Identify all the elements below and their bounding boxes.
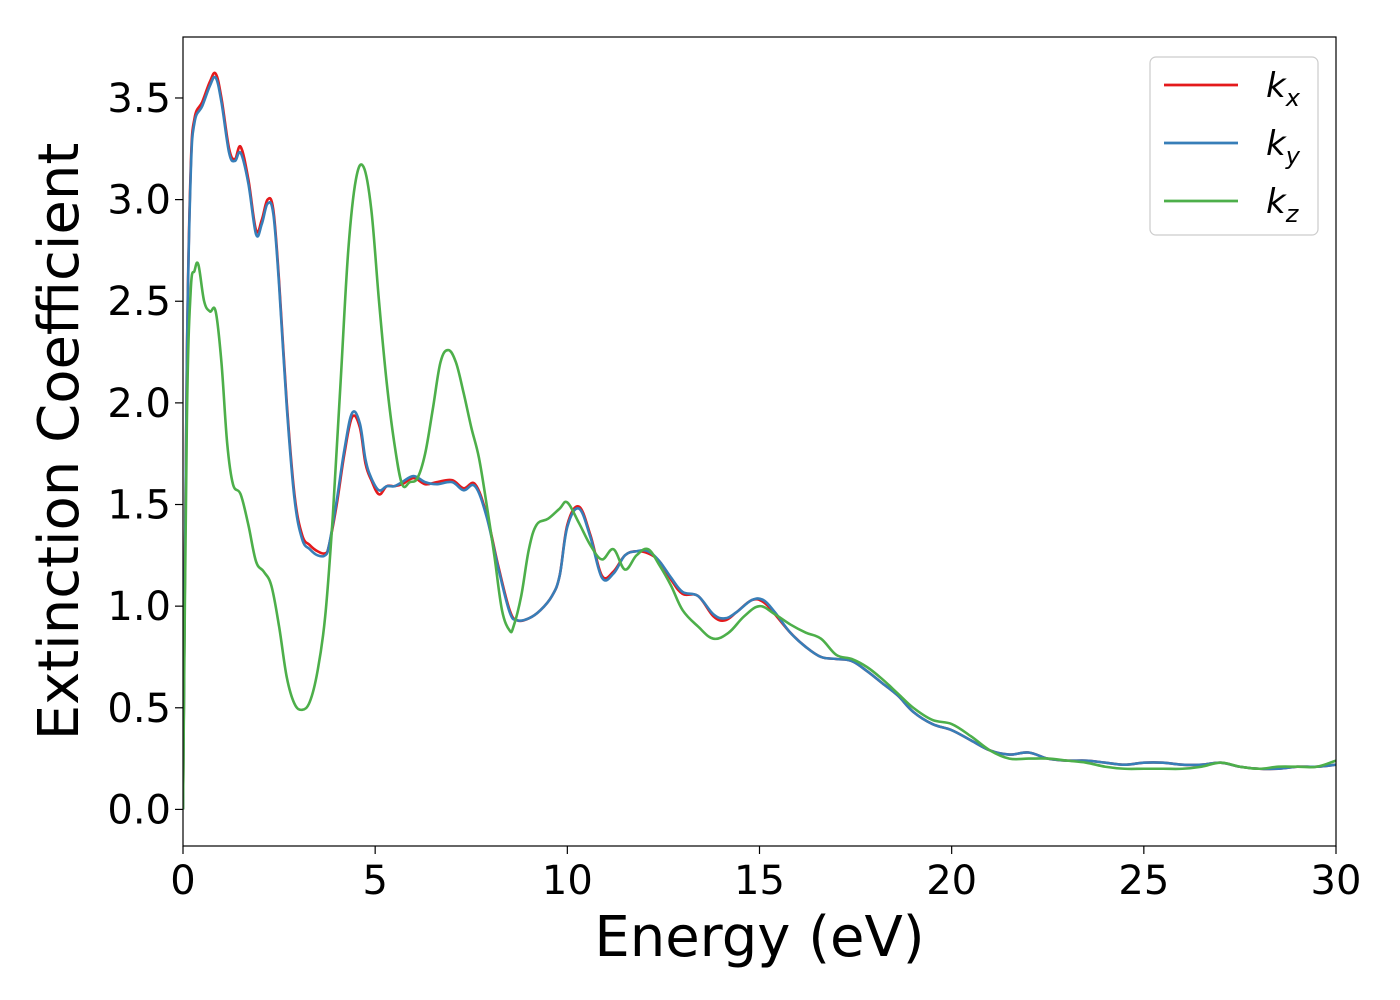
legend-label: kz bbox=[1266, 182, 1300, 228]
y-axis-label: Extinction Coefficient bbox=[27, 143, 92, 741]
y-tick-label: 3.5 bbox=[107, 76, 171, 122]
x-tick-label: 15 bbox=[734, 858, 785, 904]
y-tick-label: 2.0 bbox=[107, 381, 171, 427]
x-tick-label: 10 bbox=[542, 858, 593, 904]
legend-item-ky: ky bbox=[1164, 124, 1301, 170]
legend: kx ky kz bbox=[1149, 56, 1319, 236]
y-tick-label: 0.0 bbox=[107, 787, 171, 833]
series-line-ky bbox=[183, 75, 1336, 810]
x-tick-label: 30 bbox=[1311, 858, 1362, 904]
legend-box bbox=[1149, 56, 1319, 236]
y-axis: 0.0 0.5 1.0 1.5 2.0 2.5 3.0 3.5 bbox=[107, 76, 183, 833]
y-tick-label: 0.5 bbox=[107, 686, 171, 732]
y-tick-label: 1.0 bbox=[107, 584, 171, 630]
series-line-kz bbox=[183, 163, 1336, 810]
legend-item-kx: kx bbox=[1164, 66, 1301, 112]
y-tick-label: 3.0 bbox=[107, 178, 171, 224]
x-axis: 0 5 10 15 20 25 30 bbox=[170, 846, 1361, 904]
x-tick-label: 5 bbox=[362, 858, 387, 904]
legend-label: kx bbox=[1266, 66, 1301, 112]
x-tick-label: 25 bbox=[1118, 858, 1169, 904]
legend-item-kz: kz bbox=[1164, 182, 1300, 228]
y-tick-label: 2.5 bbox=[107, 279, 171, 325]
x-axis-label: Energy (eV) bbox=[594, 905, 924, 970]
series-layer bbox=[183, 71, 1336, 810]
legend-label: ky bbox=[1266, 124, 1301, 170]
y-tick-label: 1.5 bbox=[107, 483, 171, 529]
x-tick-label: 20 bbox=[926, 858, 977, 904]
x-tick-label: 0 bbox=[170, 858, 195, 904]
